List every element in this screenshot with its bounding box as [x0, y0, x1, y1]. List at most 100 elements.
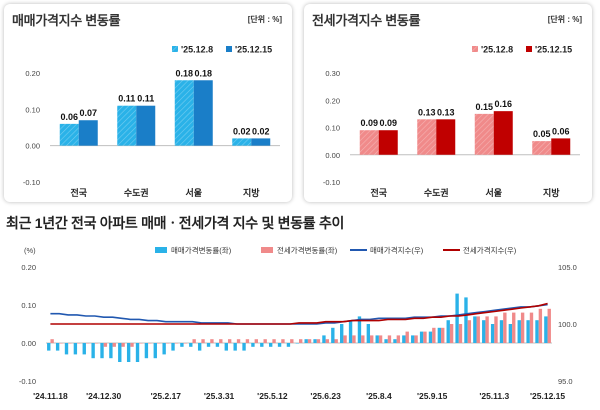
- bar: [68, 343, 72, 344]
- x-category-label: 전국: [370, 187, 387, 198]
- bar: [378, 130, 398, 155]
- bar: [118, 343, 122, 362]
- bar: [263, 339, 267, 343]
- bar: [313, 339, 317, 343]
- bar: [193, 80, 213, 146]
- bar: [547, 308, 551, 343]
- legend-label: 전세가격변동률(좌): [277, 245, 338, 255]
- bar: [490, 324, 495, 343]
- bar: [446, 320, 450, 343]
- x-category-label: 수도권: [124, 187, 149, 198]
- left-y-tick-label: 0.10: [21, 301, 36, 310]
- bar: [441, 327, 445, 343]
- bar: [299, 339, 303, 343]
- y-tick-label: 0.30: [325, 69, 340, 78]
- bar: [316, 339, 321, 343]
- legend-swatch: [472, 46, 478, 52]
- data-label: 0.09: [379, 118, 397, 128]
- bar: [402, 335, 406, 343]
- bar: [361, 335, 365, 343]
- bar: [180, 343, 184, 347]
- bar: [286, 343, 291, 347]
- bar: [467, 320, 472, 343]
- bar: [47, 343, 51, 351]
- trend-combo-chart: (%) 0.20 0.10 0.00 -0.10 105.0 100.0 95.0 매매가격변동…: [19, 245, 577, 401]
- bar: [174, 80, 194, 146]
- bar: [405, 331, 409, 343]
- bar: [419, 331, 424, 343]
- y-tick-label: 0.00: [325, 151, 340, 160]
- bar: [135, 343, 140, 362]
- data-label: 0.13: [437, 107, 455, 117]
- x-tick-label: '25.12.15: [530, 391, 565, 401]
- sale-bar-chart: 0.200.100.00-0.10'25.12.8'25.12.150.06 0.…: [23, 45, 280, 198]
- bar: [55, 343, 60, 351]
- bar: [322, 335, 326, 343]
- bar: [183, 343, 187, 344]
- bar: [508, 324, 513, 343]
- data-label: 0.11: [118, 94, 135, 104]
- bar: [551, 138, 571, 155]
- legend-label: '25.12.15: [535, 45, 572, 55]
- bar: [91, 343, 95, 359]
- x-category-label: 지방: [543, 187, 560, 198]
- sale-panel-title: 매매가격지수 변동률: [12, 13, 121, 28]
- jeonse-panel-title: 전세가격지수 변동률: [312, 13, 421, 28]
- bar: [148, 343, 152, 344]
- jeonse-bar-chart: 0.30 0.20 0.10 0.00 -0.10 '25.12.8 '25.12.15 0.…: [323, 45, 580, 198]
- bar: [458, 324, 463, 343]
- x-category-label: 서울: [185, 187, 202, 198]
- bar: [449, 324, 454, 343]
- data-label: 0.09: [360, 118, 378, 128]
- bar: [251, 343, 255, 347]
- x-category-label: 서울: [485, 187, 502, 198]
- bar: [219, 339, 223, 343]
- bar: [437, 327, 442, 343]
- bar: [384, 339, 388, 343]
- bar: [232, 138, 252, 146]
- bar: [366, 324, 371, 343]
- x-tick-label: '25.5.12: [257, 391, 288, 401]
- bar: [121, 343, 125, 347]
- bar: [251, 138, 271, 146]
- data-label: 0.16: [494, 99, 512, 109]
- bar: [357, 316, 362, 343]
- index-line: [50, 302, 548, 325]
- y-tick-label: 0.20: [25, 69, 40, 78]
- bar: [254, 339, 258, 343]
- bar: [117, 105, 137, 146]
- right-y-tick-label: 105.0: [558, 263, 577, 272]
- bar: [494, 316, 498, 343]
- data-label: 0.18: [194, 68, 212, 78]
- x-category-label: 전국: [70, 187, 87, 198]
- x-tick-label: '24.11.18: [33, 391, 68, 401]
- bar: [189, 343, 193, 347]
- bar: [529, 312, 534, 343]
- bar: [526, 320, 530, 343]
- bar: [343, 335, 347, 343]
- bar: [64, 343, 69, 355]
- y-tick-label: 0.10: [25, 105, 40, 114]
- bar: [82, 343, 86, 355]
- bar: [197, 343, 202, 351]
- bar: [535, 320, 539, 343]
- data-label: 0.15: [475, 102, 493, 112]
- x-tick-label: '25.6.23: [310, 391, 341, 401]
- data-label: 0.06: [552, 126, 570, 136]
- sale-panel-unit: [단위 : %]: [247, 15, 282, 24]
- bar: [77, 343, 81, 344]
- bar: [493, 111, 513, 155]
- bar: [144, 343, 149, 359]
- bar: [464, 297, 468, 343]
- bar: [59, 123, 79, 146]
- left-y-tick-label: -0.10: [19, 377, 36, 386]
- bar: [260, 343, 264, 347]
- bar: [512, 312, 516, 343]
- bar: [428, 331, 433, 343]
- bar: [245, 339, 250, 343]
- bar: [375, 335, 379, 343]
- trend-chart-title: 최근 1년간 전국 아파트 매매ㆍ전세가격 지수 및 변동률 추이: [6, 215, 345, 231]
- x-category-label: 수도권: [424, 187, 449, 198]
- bar: [331, 327, 335, 343]
- bar: [192, 339, 196, 343]
